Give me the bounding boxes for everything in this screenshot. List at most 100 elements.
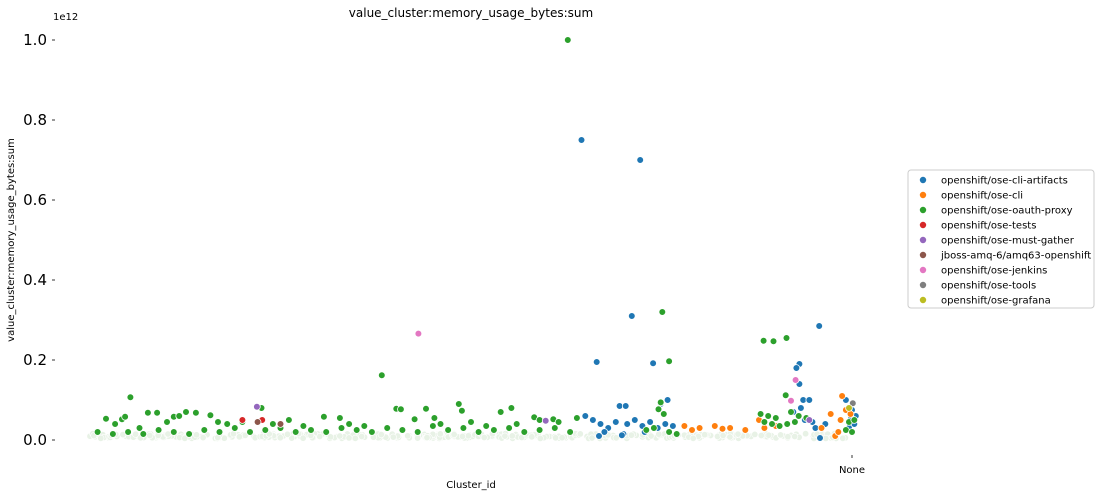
data-point (458, 406, 466, 415)
y-tick-label: 0.0 (23, 431, 47, 449)
data-point (768, 420, 776, 428)
background-point (791, 432, 799, 440)
legend-label: jboss-amq-6/amq63-openshift (940, 251, 1091, 262)
data-point (124, 428, 132, 436)
legend-label: openshift/ose-grafana (941, 296, 1051, 307)
y-tick-label: 1.0 (23, 31, 47, 49)
data-point (550, 424, 559, 432)
data-point (630, 416, 639, 424)
background-point (576, 430, 584, 438)
data-point (444, 426, 452, 434)
data-point (474, 428, 483, 436)
data-point (269, 420, 277, 428)
background-point (784, 433, 792, 441)
data-point (291, 428, 300, 436)
data-point (596, 420, 605, 428)
background-point (358, 432, 366, 440)
data-point (111, 420, 119, 428)
background-point (414, 434, 422, 442)
data-point (144, 408, 152, 417)
data-point (659, 410, 668, 418)
data-point (368, 428, 376, 436)
background-point (97, 434, 105, 442)
legend: openshift/ose-cli-artifacts openshift/ose… (907, 169, 1095, 309)
data-point (741, 426, 750, 434)
background-point (751, 430, 759, 438)
data-point (322, 428, 331, 436)
data-point (726, 424, 734, 432)
background-point (181, 434, 189, 442)
data-point (618, 431, 626, 440)
data-point (805, 416, 814, 424)
data-point (535, 426, 544, 434)
background-point (351, 434, 359, 442)
data-point (805, 396, 814, 404)
data-point (781, 391, 790, 400)
data-point (496, 408, 505, 416)
background-point (627, 431, 635, 439)
legend-marker (919, 235, 928, 244)
data-point (573, 414, 581, 422)
legend-marker (919, 190, 928, 199)
legend-marker (919, 220, 928, 229)
data-point (276, 420, 285, 428)
data-point (121, 412, 129, 421)
data-point (397, 405, 405, 414)
background-point (276, 434, 284, 442)
background-point (588, 434, 596, 442)
data-point (175, 412, 184, 420)
data-point (848, 428, 856, 436)
background-point (464, 432, 472, 440)
y-axis-label: value_cluster:memory_usage_bytes:sum (6, 138, 17, 342)
legend-label: openshift/ose-cli-artifacts (941, 176, 1068, 187)
data-point (535, 416, 544, 424)
data-point (520, 428, 529, 436)
data-point (231, 424, 239, 432)
data-point (285, 416, 293, 424)
data-point (253, 418, 262, 426)
data-point (215, 428, 224, 436)
data-point (246, 428, 254, 436)
data-point (649, 359, 657, 368)
data-point (688, 426, 696, 434)
legend-label: openshift/ose-tools (941, 281, 1036, 292)
background-point (345, 434, 353, 442)
background-point (193, 431, 201, 439)
y-tick-label: 0.2 (23, 351, 47, 369)
background-point (719, 431, 727, 439)
data-point (383, 424, 392, 432)
data-point (153, 408, 161, 417)
y-tick-label: 0.4 (23, 271, 47, 289)
background-point (552, 434, 560, 442)
background-point (146, 431, 154, 439)
data-point (817, 424, 826, 432)
background-point (389, 433, 397, 441)
data-point (654, 405, 663, 414)
data-point (787, 408, 795, 416)
data-point (791, 418, 799, 426)
data-point (436, 420, 445, 428)
data-point (600, 428, 609, 436)
background-point (734, 430, 742, 438)
background-point (777, 431, 785, 439)
legend-marker (919, 250, 928, 259)
background-point (701, 431, 709, 439)
data-point (414, 329, 423, 338)
background-point (508, 432, 516, 440)
data-point (650, 424, 658, 432)
data-point (834, 428, 843, 436)
data-point (589, 416, 597, 424)
legend-marker (919, 280, 928, 289)
background-points (86, 430, 849, 442)
x-axis-label: Cluster_id (446, 480, 496, 491)
data-point (646, 418, 654, 426)
data-point (413, 428, 422, 436)
background-point (536, 434, 544, 442)
data-point (611, 418, 620, 426)
data-point (665, 428, 673, 436)
data-point (623, 420, 631, 428)
background-point (480, 433, 488, 441)
data-point (345, 420, 353, 428)
data-point (642, 426, 651, 434)
